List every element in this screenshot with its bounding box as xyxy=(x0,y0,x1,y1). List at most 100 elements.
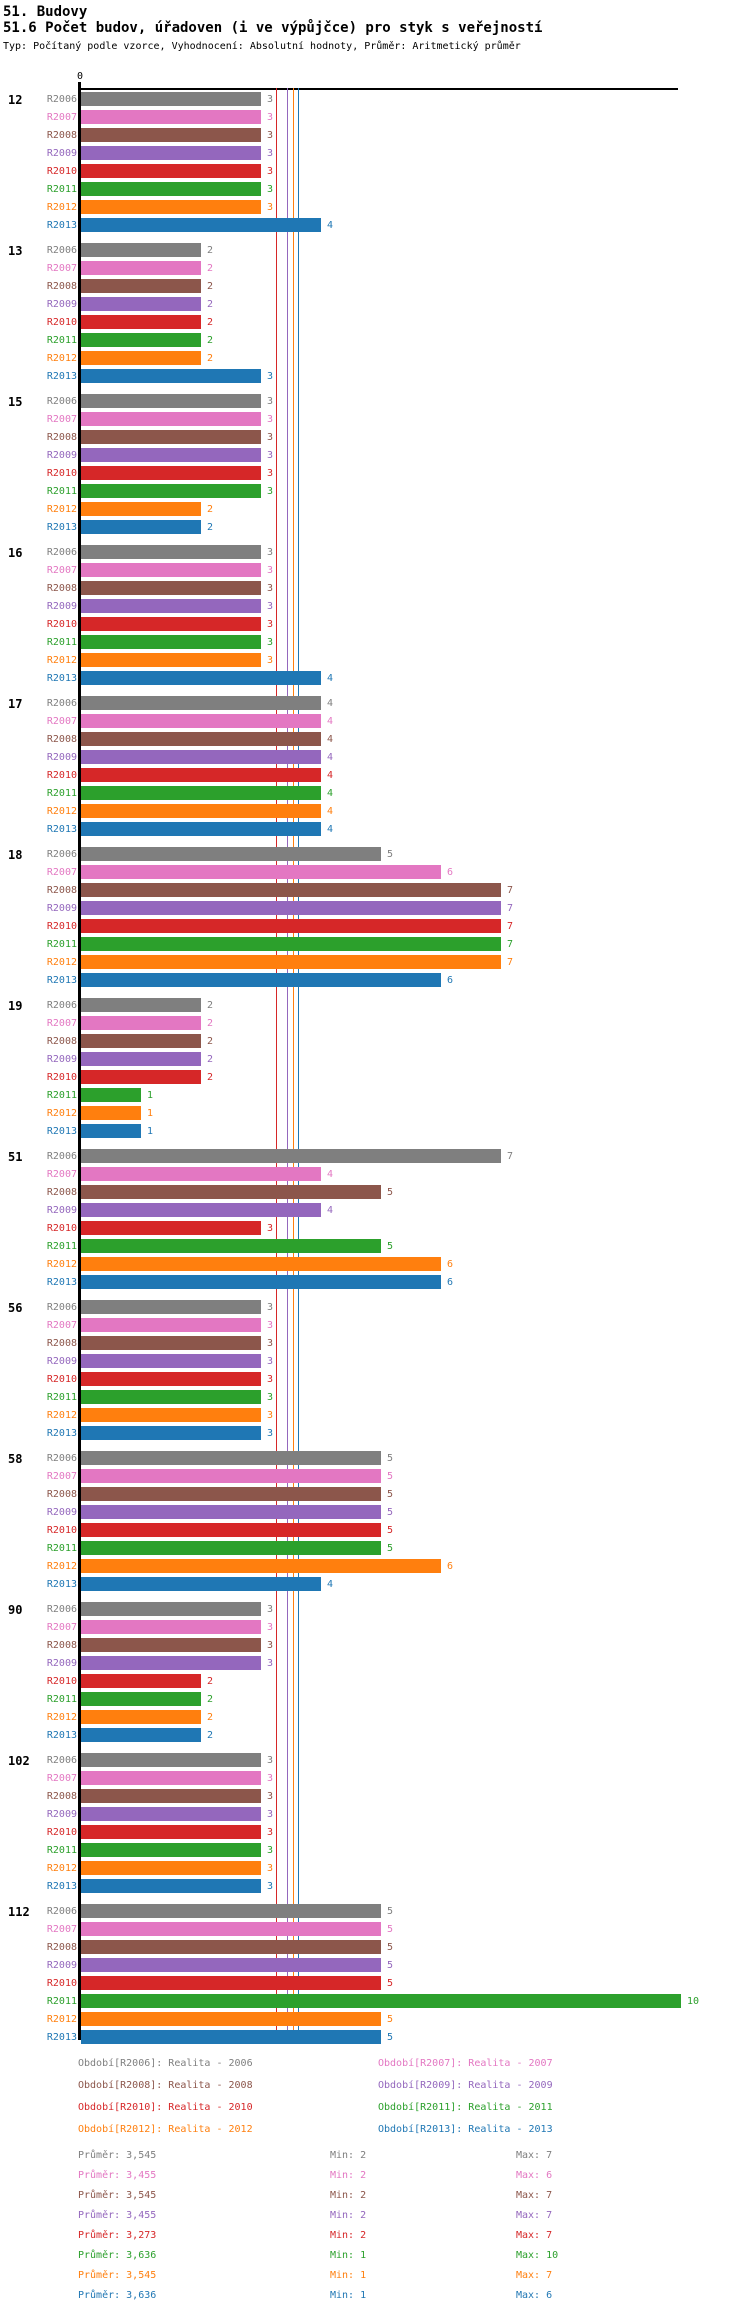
bar-row: R2009 3 xyxy=(0,599,750,617)
series-tick-label: R2006 xyxy=(46,698,77,709)
series-tick-label: R2010 xyxy=(46,1525,77,1536)
bar xyxy=(81,92,261,106)
bar-row: R2009 4 xyxy=(0,1203,750,1221)
bar-value-label: 7 xyxy=(507,885,514,896)
bar-row: R2011 7 xyxy=(0,937,750,955)
bar-value-label: 3 xyxy=(267,1428,274,1439)
bar-value-label: 3 xyxy=(267,1223,274,1234)
bar-row: R2012 3 xyxy=(0,200,750,218)
bar xyxy=(81,750,321,764)
bar-value-label: 3 xyxy=(267,1658,274,1669)
bar xyxy=(81,261,201,275)
category-label: 112 xyxy=(8,1905,30,1919)
bar-row: R2007 3 xyxy=(0,110,750,128)
legend-item-R2012: Období[R2012]: Realita - 2012 xyxy=(78,2124,253,2135)
category-label: 12 xyxy=(8,93,23,107)
bar-row: R2012 3 xyxy=(0,653,750,671)
bar-row: R2009 5 xyxy=(0,1958,750,1976)
bar-value-label: 3 xyxy=(267,94,274,105)
bar-value-label: 1 xyxy=(147,1126,154,1137)
series-tick-label: R2008 xyxy=(46,734,77,745)
series-tick-label: R2008 xyxy=(46,432,77,443)
stat-max: Max: 7 xyxy=(516,2210,553,2221)
bar-row: R2012 2 xyxy=(0,502,750,520)
series-tick-label: R2013 xyxy=(46,673,77,684)
bar-value-label: 2 xyxy=(207,1036,214,1047)
bar-row: R2010 3 xyxy=(0,1825,750,1843)
bar-row: R2011 4 xyxy=(0,786,750,804)
stat-min: Min: 2 xyxy=(330,2230,367,2241)
stat-max: Max: 7 xyxy=(516,2150,553,2161)
bar-value-label: 5 xyxy=(387,1543,394,1554)
series-tick-label: R2006 xyxy=(46,94,77,105)
bar xyxy=(81,369,261,383)
series-tick-label: R2009 xyxy=(46,1658,77,1669)
bar xyxy=(81,146,261,160)
bar xyxy=(81,430,261,444)
bar xyxy=(81,1300,261,1314)
bar-value-label: 3 xyxy=(267,547,274,558)
bar-value-label: 4 xyxy=(327,673,334,684)
bar-row: R2012 4 xyxy=(0,804,750,822)
bar-value-label: 3 xyxy=(267,1374,274,1385)
bar xyxy=(81,865,441,879)
bar-row: R2007 3 xyxy=(0,1318,750,1336)
bar xyxy=(81,218,321,232)
bar-row: R2011 5 xyxy=(0,1541,750,1559)
average-line-R2012 xyxy=(293,88,294,2040)
bar xyxy=(81,484,261,498)
bar-value-label: 2 xyxy=(207,522,214,533)
series-tick-label: R2011 xyxy=(46,939,77,950)
bar xyxy=(81,804,321,818)
series-tick-label: R2012 xyxy=(46,806,77,817)
bar-row: R2012 3 xyxy=(0,1861,750,1879)
bar-row: R2013 6 xyxy=(0,973,750,991)
bar-row: R2011 3 xyxy=(0,635,750,653)
bar xyxy=(81,1149,501,1163)
category-group-102: 102 R2006 3 R2007 3 R2008 3 R2009 3 R2010 3 R2011 3 R… xyxy=(0,1753,750,1897)
bar-chart: 0 12 R2006 3 R2007 3 R2008 3 R2009 3 R2010 3 R2011 3… xyxy=(0,70,750,2065)
bar-value-label: 3 xyxy=(267,450,274,461)
bar-row: R2009 3 xyxy=(0,1656,750,1674)
bar-row: R2012 1 xyxy=(0,1106,750,1124)
series-tick-label: R2008 xyxy=(46,281,77,292)
bar-value-label: 2 xyxy=(207,317,214,328)
stat-max: Max: 7 xyxy=(516,2270,553,2281)
series-tick-label: R2009 xyxy=(46,450,77,461)
category-label: 19 xyxy=(8,999,23,1013)
series-tick-label: R2011 xyxy=(46,788,77,799)
bar-value-label: 4 xyxy=(327,1169,334,1180)
stat-prumer: Průměr: 3,545 xyxy=(78,2150,157,2161)
bar xyxy=(81,1940,381,1954)
bar xyxy=(81,1354,261,1368)
bar-row: R2006 2 xyxy=(0,998,750,1016)
bar-row: R2010 7 xyxy=(0,919,750,937)
bar-row: R2013 2 xyxy=(0,520,750,538)
bar-row: R2008 3 xyxy=(0,1789,750,1807)
report-header: 51. Budovy 51.6 Počet budov, úřadoven (i… xyxy=(3,4,747,54)
bar-value-label: 7 xyxy=(507,903,514,914)
bar-row: R2011 10 xyxy=(0,1994,750,2012)
category-group-12: 12 R2006 3 R2007 3 R2008 3 R2009 3 R2010 3 R2011 3 R2… xyxy=(0,92,750,236)
series-tick-label: R2013 xyxy=(46,1730,77,1741)
series-tick-label: R2012 xyxy=(46,2014,77,2025)
series-tick-label: R2012 xyxy=(46,1108,77,1119)
series-tick-label: R2012 xyxy=(46,957,77,968)
bar-value-label: 3 xyxy=(267,619,274,630)
stat-prumer: Průměr: 3,455 xyxy=(78,2170,157,2181)
bar-row: R2011 3 xyxy=(0,1390,750,1408)
bar xyxy=(81,1861,261,1875)
bar-value-label: 2 xyxy=(207,245,214,256)
bar-value-label: 5 xyxy=(387,1906,394,1917)
series-tick-label: R2007 xyxy=(46,1924,77,1935)
stats-row-R2006: Průměr: 3,545 Min: 2 Max: 7 xyxy=(78,2148,738,2168)
bar-value-label: 2 xyxy=(207,1730,214,1741)
bar-value-label: 3 xyxy=(267,1809,274,1820)
category-label: 102 xyxy=(8,1754,30,1768)
stat-min: Min: 1 xyxy=(330,2250,367,2261)
legend-item-R2008: Období[R2008]: Realita - 2008 xyxy=(78,2080,253,2091)
series-tick-label: R2010 xyxy=(46,1676,77,1687)
bar-row: R2009 4 xyxy=(0,750,750,768)
stat-min: Min: 2 xyxy=(330,2210,367,2221)
bar xyxy=(81,164,261,178)
